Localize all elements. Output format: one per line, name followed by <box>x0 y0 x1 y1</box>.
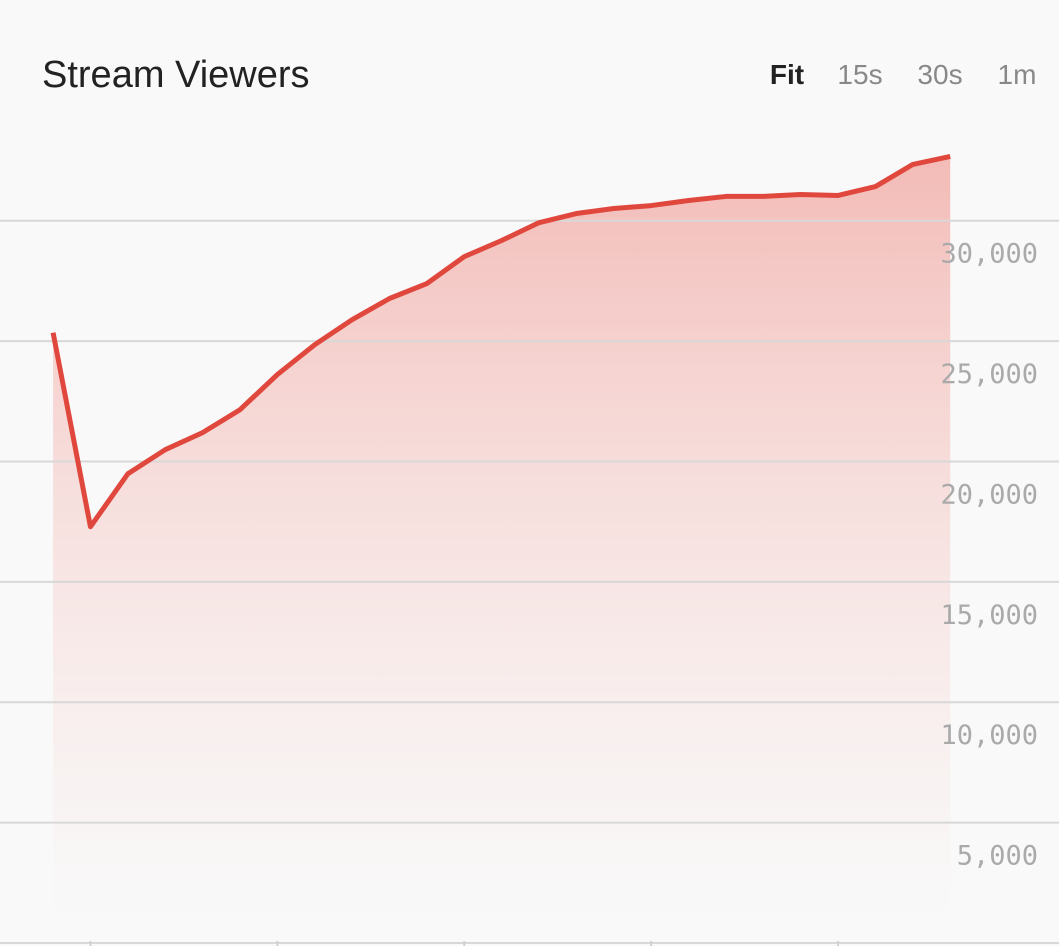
range-option[interactable]: 30s <box>917 59 962 90</box>
y-tick-label: 10,000 <box>940 720 1038 751</box>
range-option[interactable]: 1m <box>998 59 1037 90</box>
range-option[interactable]: Fit <box>770 59 804 90</box>
y-tick-label: 30,000 <box>940 239 1038 270</box>
chart-title: Stream Viewers <box>42 54 310 96</box>
range-option[interactable]: 15s <box>837 59 882 90</box>
y-tick-label: 5,000 <box>957 841 1038 872</box>
y-tick-label: 20,000 <box>940 479 1038 510</box>
area-fill <box>53 156 951 943</box>
y-tick-label: 25,000 <box>940 359 1038 390</box>
y-tick-label: 15,000 <box>940 600 1038 631</box>
range-options: Fit 15s 30s 1m <box>770 59 1037 90</box>
line <box>50 154 951 530</box>
